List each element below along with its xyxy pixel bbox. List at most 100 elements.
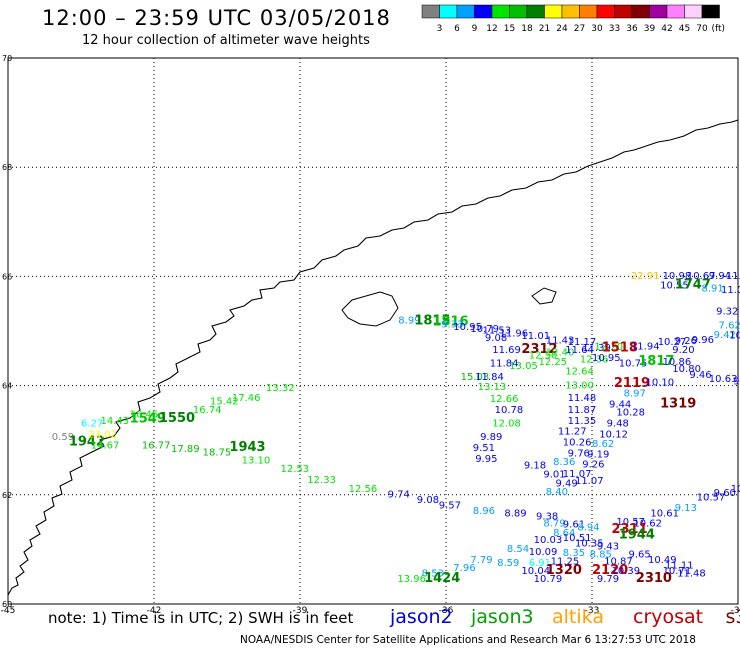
wave-height-value: 11.48 <box>568 393 597 404</box>
pass-time-label: 1424 <box>424 571 460 586</box>
wave-height-value: 8.89 <box>504 509 526 520</box>
wave-height-value: 14.67 <box>91 440 120 451</box>
wave-height-value: 9.96 <box>692 335 714 346</box>
wave-height-value: 10.26 <box>729 331 740 342</box>
wave-height-value: 9.13 <box>675 503 697 514</box>
pass-time-label: 1550 <box>159 411 195 426</box>
wave-height-value: 8.97 <box>624 389 646 400</box>
x-tick-label: -39 <box>293 606 308 616</box>
wave-height-value: 11.53 <box>483 326 512 337</box>
pass-time-label: 2120 <box>592 563 628 578</box>
wave-height-value: 10.04 <box>521 566 550 577</box>
wave-height-value: 12.20 <box>594 342 623 353</box>
pass-time-label: 1320 <box>546 563 582 578</box>
wave-height-value: 11.17 <box>568 337 597 348</box>
wave-height-value: 9.65 <box>629 550 651 561</box>
wave-height-value: 13.00 <box>565 380 594 391</box>
y-tick-label: 70 <box>2 54 12 63</box>
wave-height-value: 9.79 <box>597 574 619 585</box>
wave-height-value: 12.56 <box>349 484 378 495</box>
wave-height-value: 9.76 <box>568 449 590 460</box>
satellite-jason3: jason3 <box>471 606 534 628</box>
wave-height-value: 9.42 <box>714 330 736 341</box>
wave-height-value: 11.69 <box>492 345 521 356</box>
wave-height-value: 9.57 <box>439 500 461 511</box>
x-tick-label: -30 <box>731 606 740 616</box>
wave-height-value: 7.62 <box>719 320 740 331</box>
axis-tick-labels: -45 -42 -39 -36 -33 -30 70 68 66 64 62 60 <box>1 54 740 616</box>
wave-height-value: 12.53 <box>281 464 310 475</box>
wave-height-value: 10.61 <box>650 509 679 520</box>
wave-height-value: 10.98 <box>663 271 692 282</box>
legend-label: 15 <box>504 24 515 34</box>
wave-height-value: 13.32 <box>266 383 295 394</box>
wave-height-value: 12.08 <box>492 419 521 430</box>
wave-height-value: 8.59 <box>497 558 519 569</box>
wave-height-value: 9.51 <box>473 443 495 454</box>
wave-height-value: 10.57 <box>616 517 645 528</box>
wave-height-value: 10.12 <box>599 429 628 440</box>
pass-time-label: 1319 <box>660 396 696 411</box>
legend-swatch <box>701 4 720 19</box>
wave-height-value: 8.85 <box>590 550 612 561</box>
wave-height-value: 9.08 <box>485 333 507 344</box>
y-tick-label: 66 <box>2 272 12 281</box>
wave-height-value: 11.46 <box>726 271 740 282</box>
wave-height-value: 12.33 <box>307 475 336 486</box>
x-tick-label: -36 <box>439 606 454 616</box>
wave-height-value: 10.62 <box>633 518 662 529</box>
legend-label: 24 <box>556 24 568 34</box>
wave-height-value: 9.74 <box>388 490 410 501</box>
pass-time-label: 1747 <box>675 277 711 292</box>
map-frame <box>7 57 739 605</box>
wave-height-value: 10.27 <box>658 337 687 348</box>
wave-height-value: 9.61 <box>563 520 585 531</box>
wave-height-value: 10.86 <box>663 357 692 368</box>
y-tick-label: 60 <box>2 600 12 609</box>
satellite-altika: altika <box>552 606 604 628</box>
wave-height-value: 11.64 <box>565 345 594 356</box>
wave-height-value: 8.96 <box>473 506 495 517</box>
wave-height-value: 11.48 <box>677 569 706 580</box>
legend-label: 12 <box>486 24 497 34</box>
wave-height-value: 9.33 <box>441 320 463 331</box>
wave-height-value: 10.78 <box>495 405 524 416</box>
wave-height-value: 10.79 <box>470 324 499 335</box>
legend-label: 6 <box>454 24 460 34</box>
wave-height-value: 12.64 <box>565 367 594 378</box>
wave-height-value: 15.03 <box>461 372 490 383</box>
wave-height-value: 9.60 <box>714 488 736 499</box>
title: 12:00 – 23:59 UTC 03/05/2018 <box>42 6 391 30</box>
wave-height-value: 10.26 <box>563 438 592 449</box>
wave-height-value: 9.38 <box>536 511 558 522</box>
wave-height-value: 10.67 <box>687 271 716 282</box>
wave-height-value: 11.94 <box>631 342 660 353</box>
wave-height-value: 11.07 <box>575 476 604 487</box>
wave-height-value: 12.50 <box>529 350 558 361</box>
wave-height-value: 10.28 <box>616 408 645 419</box>
wave-height-value: 8.94 <box>577 522 599 533</box>
wave-height-value: 7.96 <box>453 563 475 574</box>
pass-time-label: 1518 <box>602 341 638 356</box>
wave-height-value: 23.02 <box>88 429 117 440</box>
wave-height-value: 8.36 <box>553 457 575 468</box>
wave-height-value: 10.10 <box>646 378 675 389</box>
pass-time-label: 1942 <box>69 435 105 450</box>
wave-height-value: 12.25 <box>538 357 567 368</box>
wave-height-value: 8.40 <box>546 487 568 498</box>
pass-time-label: 1816 <box>432 315 468 330</box>
greenland-coastline <box>7 119 739 596</box>
wave-height-value: 11.35 <box>568 416 597 427</box>
pass-time-label: 2310 <box>636 571 672 586</box>
x-tick-label: -45 <box>1 606 16 616</box>
legend-label: 9 <box>472 24 478 34</box>
graticule <box>8 58 738 604</box>
satellite-s3a: s3a <box>725 606 740 628</box>
legend-label: 18 <box>521 24 533 34</box>
wave-height-value: 8.62 <box>592 439 614 450</box>
wave-height-value: 12.40 <box>546 348 575 359</box>
wave-height-value: 9.18 <box>524 461 546 472</box>
wave-height-value: 9.95 <box>475 454 497 465</box>
wave-height-value: 14.43 <box>100 416 129 427</box>
